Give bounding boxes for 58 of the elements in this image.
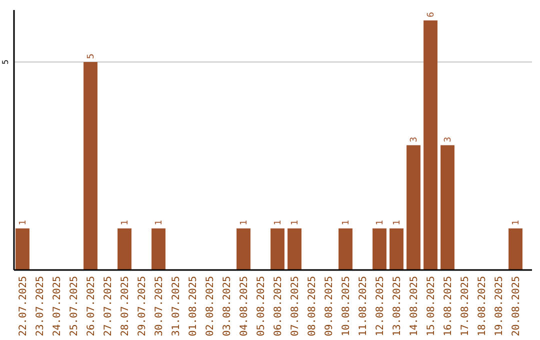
data-label: 1 bbox=[154, 220, 165, 226]
bar bbox=[270, 228, 284, 270]
x-tick-label: 20.08.2025 bbox=[511, 276, 522, 336]
bar bbox=[288, 228, 302, 270]
x-tick-label: 12.08.2025 bbox=[375, 276, 386, 336]
x-tick-label: 14.08.2025 bbox=[409, 276, 420, 336]
bar bbox=[236, 228, 250, 270]
data-label: 1 bbox=[512, 220, 522, 226]
x-tick-label: 31.07.2025 bbox=[171, 276, 182, 336]
data-label: 6 bbox=[426, 12, 437, 18]
data-label: 1 bbox=[290, 220, 301, 226]
x-tick-label: 13.08.2025 bbox=[392, 276, 403, 336]
data-label: 1 bbox=[18, 220, 29, 226]
bar bbox=[152, 228, 166, 270]
x-tick-label: 27.07.2025 bbox=[103, 276, 114, 336]
x-tick-label: 06.08.2025 bbox=[273, 276, 284, 336]
x-tick-label: 10.08.2025 bbox=[341, 276, 352, 336]
x-tick-label: 07.08.2025 bbox=[290, 276, 301, 336]
x-tick-label: 01.08.2025 bbox=[188, 276, 199, 336]
data-label: 1 bbox=[274, 220, 284, 226]
x-tick-label: 11.08.2025 bbox=[358, 276, 369, 336]
data-label: 3 bbox=[410, 136, 420, 142]
data-label: 1 bbox=[392, 220, 403, 226]
bar bbox=[338, 228, 352, 270]
x-tick-label: 26.07.2025 bbox=[86, 276, 97, 336]
data-label: 3 bbox=[444, 136, 454, 142]
data-label: 1 bbox=[376, 220, 386, 226]
bar bbox=[440, 145, 454, 270]
x-tick-label: 03.08.2025 bbox=[222, 276, 233, 336]
x-tick-label: 25.07.2025 bbox=[69, 276, 80, 336]
x-tick-label: 09.08.2025 bbox=[324, 276, 335, 336]
x-tick-label: 19.08.2025 bbox=[494, 276, 505, 336]
bar bbox=[508, 228, 522, 270]
bar bbox=[390, 228, 404, 270]
data-label: 5 bbox=[86, 54, 97, 59]
x-tick-label: 05.08.2025 bbox=[256, 276, 267, 336]
bar bbox=[118, 228, 132, 270]
x-tick-label: 04.08.2025 bbox=[239, 276, 250, 336]
x-tick-label: 17.08.2025 bbox=[460, 276, 471, 336]
x-tick-label: 15.08.2025 bbox=[426, 276, 437, 336]
x-tick-label: 18.08.2025 bbox=[477, 276, 488, 336]
bar bbox=[84, 62, 98, 270]
data-label: 1 bbox=[120, 220, 131, 226]
data-label: 1 bbox=[240, 220, 250, 226]
x-tick-label: 24.07.2025 bbox=[52, 276, 63, 336]
bar bbox=[406, 145, 420, 270]
x-tick-label: 22.07.2025 bbox=[18, 276, 29, 336]
x-tick-label: 23.07.2025 bbox=[35, 276, 46, 336]
x-tick-label: 02.08.2025 bbox=[205, 276, 216, 336]
bar bbox=[16, 228, 30, 270]
x-tick-label: 29.07.2025 bbox=[137, 276, 148, 336]
bar bbox=[372, 228, 386, 270]
x-tick-label: 30.07.2025 bbox=[154, 276, 165, 336]
data-label: 1 bbox=[342, 220, 352, 226]
x-tick-label: 16.08.2025 bbox=[443, 276, 454, 336]
x-tick-label: 28.07.2025 bbox=[120, 276, 131, 336]
bar bbox=[424, 20, 438, 270]
x-tick-label: 08.08.2025 bbox=[307, 276, 318, 336]
